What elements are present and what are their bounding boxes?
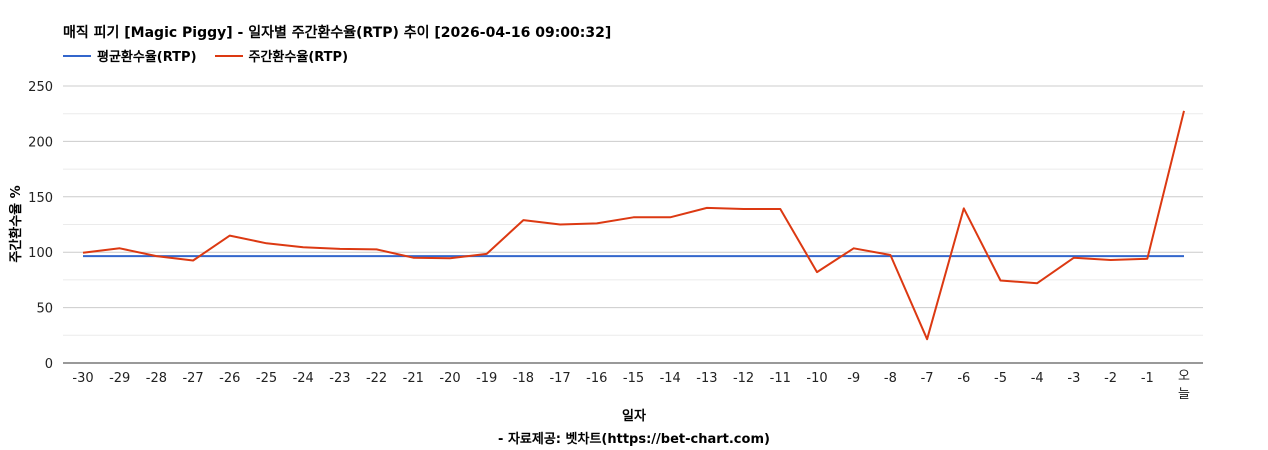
- x-tick-label: -5: [994, 371, 1007, 386]
- series-line-weekly[interactable]: [82, 110, 1185, 341]
- legend-label-average: 평균환수율(RTP): [97, 50, 197, 65]
- x-tick-label: -19: [476, 371, 497, 386]
- x-tick-label: -29: [109, 371, 130, 386]
- x-tick-label: -16: [586, 371, 607, 386]
- source-credit: - 자료제공: 벳차트(https://bet-chart.com): [498, 432, 770, 447]
- x-tick-label: -27: [182, 371, 203, 386]
- gridlines: [63, 85, 1203, 364]
- x-tick-label: -12: [733, 371, 754, 386]
- x-tick-label: -10: [806, 371, 827, 386]
- x-tick-label: -25: [256, 371, 277, 386]
- x-tick-label: -30: [72, 371, 93, 386]
- x-tick-label: -1: [1141, 371, 1154, 386]
- x-tick-label: -4: [1031, 371, 1044, 386]
- x-tick-label: -3: [1067, 371, 1080, 386]
- x-tick-label: -24: [293, 371, 314, 386]
- x-tick-label: -14: [660, 371, 681, 386]
- series-lines: [82, 110, 1185, 341]
- legend-swatch-weekly: [214, 54, 243, 57]
- y-axis-ticks: 0 50 100 150 200 250: [28, 80, 53, 372]
- x-axis-label: 일자: [622, 409, 646, 424]
- x-tick-label: -6: [957, 371, 970, 386]
- x-tick-label: -15: [623, 371, 644, 386]
- x-tick-label: -9: [847, 371, 860, 386]
- x-tick-label: -26: [219, 371, 240, 386]
- x-tick-label: -8: [884, 371, 897, 386]
- x-tick-label: -11: [770, 371, 791, 386]
- legend-item-weekly[interactable]: 주간환수율(RTP): [214, 46, 349, 65]
- y-axis-label: 주간환수율 %: [8, 185, 24, 262]
- legend-label-weekly: 주간환수율(RTP): [248, 50, 349, 65]
- x-tick-label: -7: [921, 371, 934, 386]
- x-tick-label: -2: [1104, 371, 1117, 386]
- x-tick-label: -17: [549, 371, 570, 386]
- x-tick-label: -20: [439, 371, 460, 386]
- legend: 평균환수율(RTP) 주간환수율(RTP): [63, 46, 366, 65]
- legend-item-average[interactable]: 평균환수율(RTP): [63, 46, 197, 65]
- y-tick-label: 150: [28, 191, 53, 206]
- x-tick-label: -13: [696, 371, 717, 386]
- x-tick-label: -28: [146, 371, 167, 386]
- y-tick-label: 250: [28, 80, 53, 95]
- x-tick-label: -21: [403, 371, 424, 386]
- y-tick-label: 50: [36, 302, 53, 317]
- y-tick-label: 100: [28, 246, 53, 261]
- y-tick-label: 0: [45, 357, 53, 372]
- x-tick-label: -22: [366, 371, 387, 386]
- legend-swatch-average: [63, 54, 91, 57]
- x-tick-label: -23: [329, 371, 350, 386]
- y-tick-label: 200: [28, 135, 53, 150]
- x-tick-label: -18: [513, 371, 534, 386]
- x-axis-ticks: -30 -29 -28 -27 -26 -25 -24 -23 -22 -21 -20 -19 -18-…: [72, 369, 1190, 402]
- chart-title: 매직 피기 [Magic Piggy] - 일자별 주간환수율(RTP) 추이 …: [63, 25, 612, 41]
